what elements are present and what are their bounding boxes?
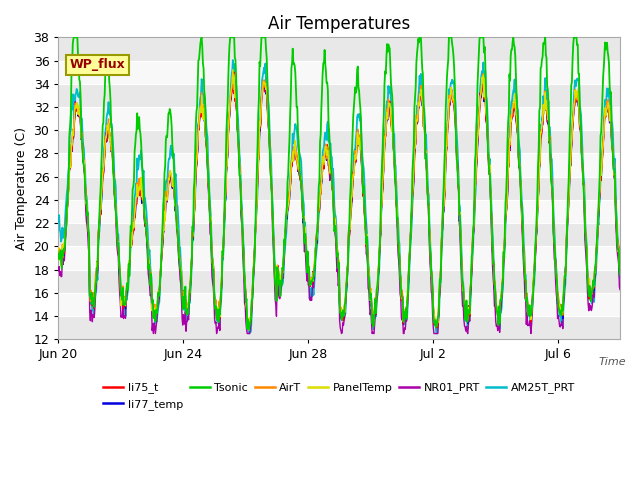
Tsonic bbox=[76, 76, 83, 82]
AirT bbox=[433, 323, 440, 328]
AirT bbox=[616, 267, 624, 273]
PanelTemp bbox=[245, 327, 253, 333]
AM25T_PRT bbox=[229, 57, 237, 63]
Tsonic bbox=[245, 326, 253, 332]
Tsonic bbox=[54, 251, 62, 257]
Tsonic bbox=[616, 272, 624, 278]
Bar bbox=[58, 293, 620, 316]
NR01_PRT bbox=[290, 152, 298, 158]
Tsonic bbox=[509, 35, 517, 40]
li77_temp bbox=[260, 79, 268, 84]
li77_temp bbox=[75, 110, 83, 116]
Tsonic bbox=[374, 275, 382, 281]
AM25T_PRT bbox=[187, 285, 195, 291]
AirT bbox=[509, 101, 517, 107]
Tsonic bbox=[70, 35, 78, 40]
PanelTemp bbox=[616, 270, 624, 276]
Bar bbox=[58, 200, 620, 223]
NR01_PRT bbox=[54, 268, 62, 274]
li75_t bbox=[230, 70, 238, 75]
NR01_PRT bbox=[229, 73, 237, 79]
Line: Tsonic: Tsonic bbox=[58, 37, 620, 329]
Line: AM25T_PRT: AM25T_PRT bbox=[58, 60, 620, 334]
AM25T_PRT bbox=[374, 286, 382, 292]
NR01_PRT bbox=[374, 278, 382, 284]
Bar bbox=[58, 154, 620, 177]
AirT bbox=[289, 148, 296, 154]
li77_temp bbox=[289, 158, 297, 164]
li75_t bbox=[245, 326, 253, 332]
PanelTemp bbox=[374, 274, 382, 280]
Line: li77_temp: li77_temp bbox=[58, 77, 620, 326]
PanelTemp bbox=[290, 146, 298, 152]
li77_temp bbox=[187, 279, 195, 285]
Line: NR01_PRT: NR01_PRT bbox=[58, 76, 620, 334]
Bar bbox=[58, 130, 620, 154]
Line: li75_t: li75_t bbox=[58, 72, 620, 329]
NR01_PRT bbox=[509, 101, 517, 107]
AM25T_PRT bbox=[245, 331, 253, 336]
AirT bbox=[187, 273, 195, 278]
li75_t bbox=[187, 279, 195, 285]
Bar bbox=[58, 84, 620, 107]
Bar bbox=[58, 177, 620, 200]
NR01_PRT bbox=[75, 108, 83, 114]
Bar bbox=[58, 107, 620, 130]
NR01_PRT bbox=[260, 78, 268, 84]
Bar bbox=[58, 223, 620, 246]
Text: WP_flux: WP_flux bbox=[70, 59, 125, 72]
li75_t bbox=[616, 272, 624, 277]
PanelTemp bbox=[229, 67, 237, 72]
AirT bbox=[479, 71, 487, 77]
li77_temp bbox=[230, 74, 238, 80]
AM25T_PRT bbox=[509, 88, 517, 94]
Tsonic bbox=[260, 35, 268, 40]
AM25T_PRT bbox=[290, 132, 298, 137]
Tsonic bbox=[188, 268, 195, 274]
Bar bbox=[58, 270, 620, 293]
AirT bbox=[75, 108, 83, 114]
PanelTemp bbox=[509, 99, 517, 105]
Bar bbox=[58, 60, 620, 84]
PanelTemp bbox=[75, 102, 83, 108]
li77_temp bbox=[54, 249, 62, 254]
li75_t bbox=[509, 100, 517, 106]
PanelTemp bbox=[54, 245, 62, 251]
AM25T_PRT bbox=[260, 65, 268, 71]
li77_temp bbox=[616, 272, 624, 277]
NR01_PRT bbox=[150, 331, 157, 336]
PanelTemp bbox=[187, 277, 195, 283]
Bar bbox=[58, 37, 620, 60]
li75_t bbox=[54, 249, 62, 254]
Bar bbox=[58, 316, 620, 339]
li75_t bbox=[260, 85, 268, 91]
Legend: li75_t, li77_temp, Tsonic, AirT, PanelTemp, NR01_PRT, AM25T_PRT: li75_t, li77_temp, Tsonic, AirT, PanelTe… bbox=[99, 378, 579, 414]
li77_temp bbox=[374, 291, 381, 297]
AirT bbox=[259, 80, 267, 85]
AM25T_PRT bbox=[75, 94, 83, 100]
NR01_PRT bbox=[616, 287, 624, 293]
Y-axis label: Air Temperature (C): Air Temperature (C) bbox=[15, 127, 28, 250]
AirT bbox=[373, 287, 381, 293]
Line: AirT: AirT bbox=[58, 74, 620, 325]
AM25T_PRT bbox=[616, 276, 624, 282]
Line: PanelTemp: PanelTemp bbox=[58, 70, 620, 330]
Text: Time: Time bbox=[598, 358, 626, 368]
Bar bbox=[58, 246, 620, 270]
li77_temp bbox=[433, 324, 440, 329]
li75_t bbox=[290, 151, 298, 156]
Title: Air Temperatures: Air Temperatures bbox=[268, 15, 410, 33]
Tsonic bbox=[290, 60, 298, 66]
AM25T_PRT bbox=[54, 219, 62, 225]
PanelTemp bbox=[260, 80, 268, 85]
NR01_PRT bbox=[188, 267, 195, 273]
li77_temp bbox=[509, 101, 517, 107]
li75_t bbox=[374, 279, 382, 285]
AirT bbox=[54, 245, 62, 251]
li75_t bbox=[75, 106, 83, 111]
